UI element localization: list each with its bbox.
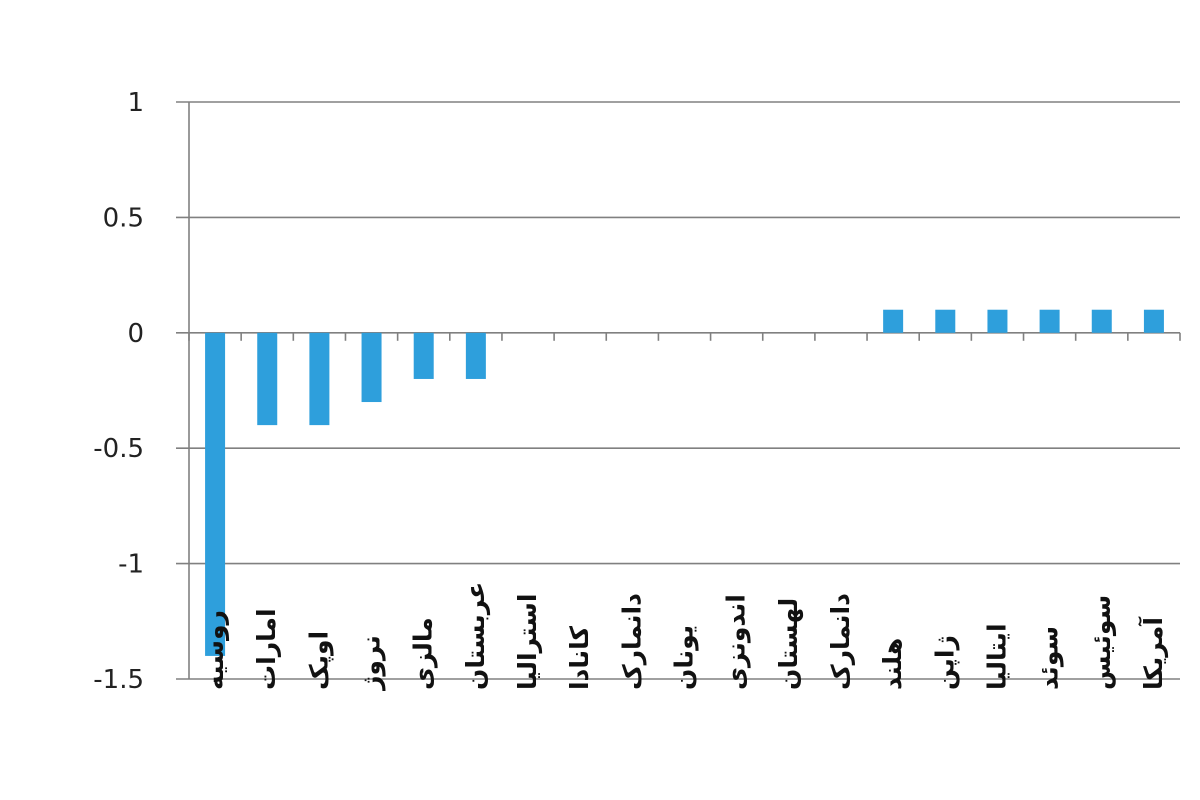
- x-tick-labels: روسیه امارات اوپک نروژ مالزی عربستان استرالیا ک…: [200, 582, 1169, 692]
- x-tick-label-12: دانمارک: [826, 593, 855, 690]
- x-tick-label-15: ایتالیا: [982, 623, 1011, 690]
- x-tick-label-17: سوئیس: [1087, 595, 1117, 690]
- bar-5: [465, 332, 486, 379]
- bar-2: [309, 332, 330, 426]
- x-tick-label-2: اوپک: [304, 631, 334, 690]
- y-tick-label-2: 0: [127, 319, 144, 349]
- bar-16: [1039, 309, 1060, 333]
- x-tick-label-6: استرالیا: [513, 594, 543, 690]
- bars: [205, 309, 1164, 656]
- bar-18: [1143, 309, 1164, 333]
- x-tick-label-1: امارات: [252, 608, 281, 690]
- bar-1: [257, 332, 278, 426]
- y-tick-label-4: -1: [118, 550, 144, 580]
- x-tick-label-14: ژاپن: [930, 635, 960, 690]
- gridlines: [176, 101, 1180, 680]
- axes: [188, 102, 1181, 679]
- x-tick-label-4: مالزی: [409, 617, 439, 690]
- x-tick-label-13: هلند: [878, 638, 907, 690]
- x-tick-label-10: اندونزی: [722, 594, 752, 690]
- x-tick-label-5: عربستان: [461, 582, 491, 690]
- y-tick-label-0: 1: [127, 88, 144, 118]
- y-tick-labels: 1 0.5 0 -0.5 -1 -1.5: [93, 88, 144, 695]
- y-tick-label-3: -0.5: [93, 434, 144, 464]
- bar-13: [883, 309, 904, 333]
- x-tick-label-7: کانادا: [565, 625, 594, 690]
- x-tick-label-3: نروژ: [357, 635, 387, 692]
- y-tick-label-1: 0.5: [103, 203, 144, 233]
- bar-15: [987, 309, 1008, 333]
- bar-0: [205, 332, 226, 656]
- bar-4: [413, 332, 434, 379]
- bar-3: [361, 332, 382, 403]
- x-tick-label-0: روسیه: [200, 610, 230, 690]
- bar-17: [1091, 309, 1112, 333]
- x-tick-label-16: سوئد: [1035, 626, 1065, 690]
- x-tick-label-11: لهستان: [774, 598, 804, 690]
- y-tick-label-5: -1.5: [93, 665, 144, 695]
- x-tick-label-18: آمریکا: [1138, 616, 1169, 690]
- x-tick-label-8: دانمارک: [617, 593, 646, 690]
- bar-14: [935, 309, 956, 333]
- x-tick-label-9: یونان: [670, 625, 700, 690]
